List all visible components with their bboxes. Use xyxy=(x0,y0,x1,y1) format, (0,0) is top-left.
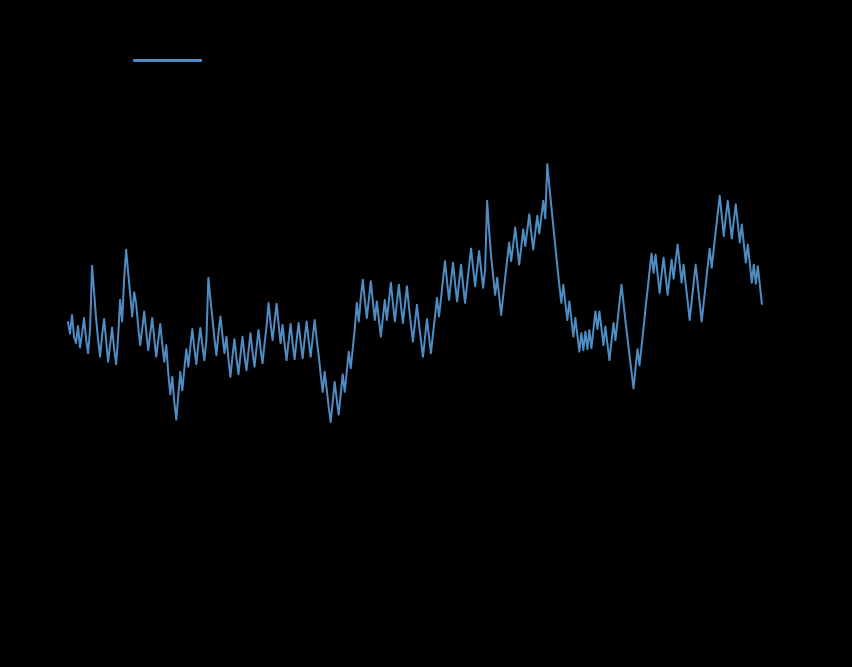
series-group xyxy=(67,163,763,424)
legend-line-swatch xyxy=(133,58,202,62)
legend[interactable] xyxy=(133,52,210,68)
series-line-0 xyxy=(67,163,763,424)
